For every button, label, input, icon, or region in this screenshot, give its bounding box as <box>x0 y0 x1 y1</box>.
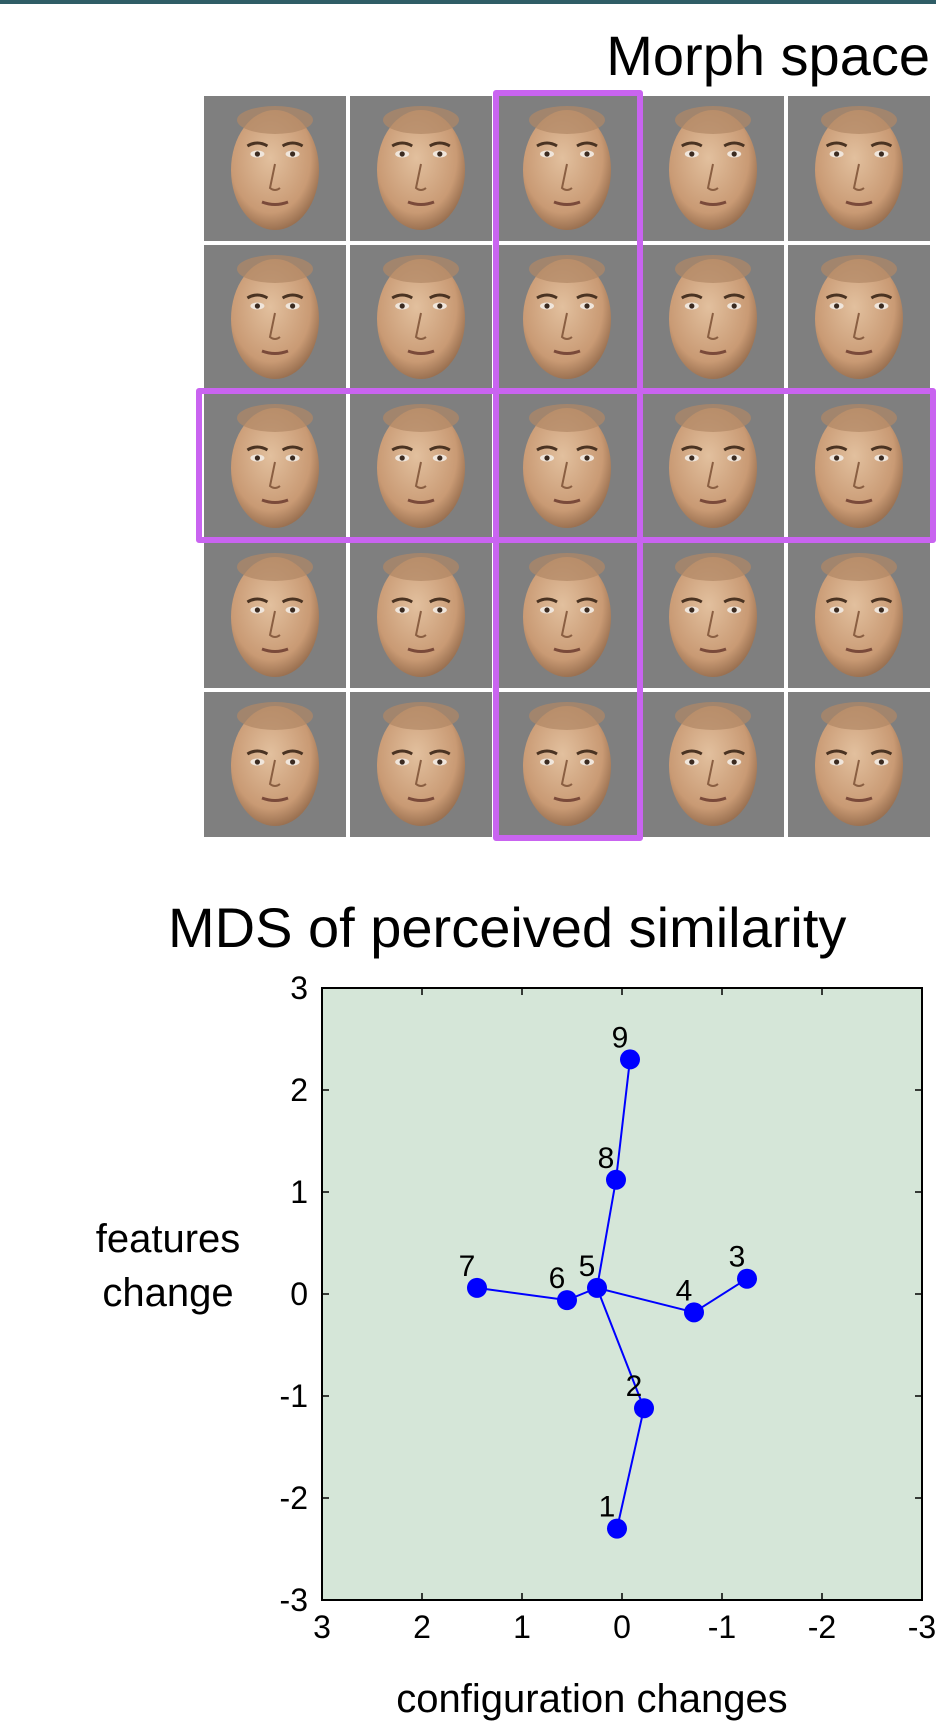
morph-cell <box>350 692 492 837</box>
morph-cell <box>788 543 930 688</box>
morph-cell <box>642 543 784 688</box>
y-tick-label: 0 <box>290 1276 308 1312</box>
face-image <box>523 404 611 528</box>
face-image <box>377 404 465 528</box>
face-image <box>377 702 465 826</box>
face-image <box>377 106 465 230</box>
morph-space-grid <box>196 90 936 841</box>
top-accent-bar <box>0 0 936 4</box>
face-image <box>231 404 319 528</box>
face-image <box>523 553 611 677</box>
data-point <box>607 1518 627 1539</box>
morph-cell <box>204 245 346 390</box>
x-axis-label: configuration changes <box>396 1677 787 1721</box>
morph-cell <box>642 692 784 837</box>
morph-space-title: Morph space <box>606 24 930 87</box>
data-point <box>737 1268 757 1289</box>
face-image <box>669 702 757 826</box>
morph-cell <box>496 96 638 241</box>
face-image <box>815 106 903 230</box>
data-point-label: 3 <box>729 1241 746 1274</box>
data-point <box>557 1290 577 1311</box>
morph-cell <box>350 96 492 241</box>
y-tick-label: 3 <box>290 970 308 1006</box>
face-image <box>231 702 319 826</box>
data-point-label: 4 <box>676 1274 693 1307</box>
face-image <box>231 106 319 230</box>
y-tick-label: 2 <box>290 1072 308 1108</box>
face-image <box>231 255 319 379</box>
data-point-label: 6 <box>549 1262 566 1295</box>
face-image <box>231 553 319 677</box>
y-axis-label-line: change <box>102 1271 233 1315</box>
face-image <box>815 702 903 826</box>
morph-cell <box>204 543 346 688</box>
x-tick-label: 3 <box>313 1609 331 1645</box>
morph-cell <box>496 543 638 688</box>
data-point-label: 8 <box>598 1142 615 1175</box>
morph-cell <box>788 394 930 539</box>
x-tick-label: -3 <box>908 1609 936 1645</box>
data-point <box>620 1049 640 1070</box>
x-tick-label: 0 <box>613 1609 631 1645</box>
face-image <box>523 702 611 826</box>
data-point <box>467 1277 487 1298</box>
y-tick-label: 1 <box>290 1174 308 1210</box>
face-image <box>815 404 903 528</box>
data-point <box>606 1169 626 1190</box>
morph-cell <box>204 692 346 837</box>
morph-cell <box>496 692 638 837</box>
data-point-label: 9 <box>612 1021 629 1054</box>
morph-cell <box>642 96 784 241</box>
data-point <box>587 1277 607 1298</box>
face-image <box>523 255 611 379</box>
face-image <box>669 106 757 230</box>
face-image <box>815 255 903 379</box>
y-axis-label-line: features <box>96 1217 241 1261</box>
y-tick-label: -2 <box>280 1480 308 1516</box>
face-image <box>815 553 903 677</box>
data-point-label: 5 <box>579 1250 596 1283</box>
morph-cell <box>204 96 346 241</box>
morph-cell <box>642 245 784 390</box>
x-tick-label: 2 <box>413 1609 431 1645</box>
face-image <box>669 255 757 379</box>
morph-cell <box>496 394 638 539</box>
x-tick-label: 1 <box>513 1609 531 1645</box>
x-tick-label: -2 <box>808 1609 836 1645</box>
chart-title: MDS of perceived similarity <box>168 896 847 959</box>
y-tick-label: -3 <box>280 1582 308 1618</box>
y-axis-label: features change <box>96 1217 241 1315</box>
data-point-label: 7 <box>459 1250 476 1283</box>
face-image <box>377 255 465 379</box>
data-point <box>684 1302 704 1323</box>
data-point-label: 2 <box>626 1370 643 1403</box>
face-image <box>669 404 757 528</box>
data-point-label: 1 <box>599 1491 616 1524</box>
morph-cell <box>350 394 492 539</box>
morph-cell <box>788 692 930 837</box>
face-image <box>669 553 757 677</box>
morph-cell <box>788 245 930 390</box>
x-tick-label: -1 <box>708 1609 736 1645</box>
morph-cell <box>350 245 492 390</box>
morph-cell <box>204 394 346 539</box>
face-image <box>523 106 611 230</box>
morph-cell <box>788 96 930 241</box>
morph-cell <box>642 394 784 539</box>
face-image <box>377 553 465 677</box>
morph-cell <box>350 543 492 688</box>
y-tick-label: -1 <box>280 1378 308 1414</box>
data-point <box>634 1398 654 1419</box>
morph-cell <box>496 245 638 390</box>
